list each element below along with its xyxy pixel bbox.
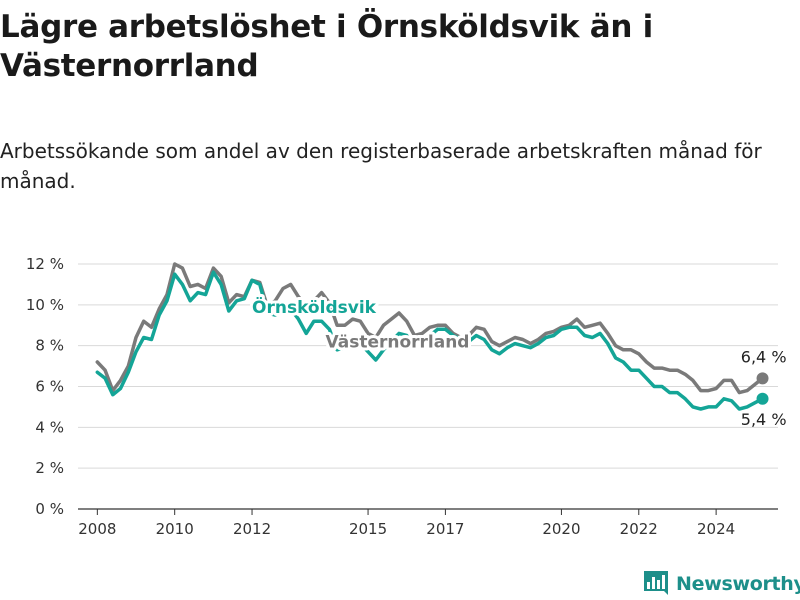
- x-tick-label: 2010: [156, 520, 194, 538]
- x-tick-label: 2015: [349, 520, 387, 538]
- series-layer: [95, 262, 769, 411]
- axis-layer: 0 % 2 % 4 % 6 % 8 % 10 % 12 % 2008 2010 2012 2015 2…: [26, 255, 735, 538]
- series-line-ornskoldsvik: [95, 270, 765, 411]
- end-point-vasternorrland: [756, 372, 769, 385]
- chart-title: Lägre arbetslöshet i Örnsköldsvik än i V…: [0, 9, 653, 84]
- bar-chart-logo-icon: [644, 571, 668, 595]
- x-tick-label: 2024: [697, 520, 735, 538]
- x-tick-label: 2012: [233, 520, 271, 538]
- series-label-vasternorrland: Västernorrland: [326, 333, 470, 353]
- y-tick-label: 0 %: [35, 500, 64, 518]
- x-tick-label: 2008: [78, 520, 116, 538]
- x-tick-label: 2020: [542, 520, 580, 538]
- end-value-label-vasternorrland: 6,4 %: [741, 347, 787, 366]
- y-tick-label: 8 %: [35, 337, 64, 355]
- y-tick-label: 6 %: [35, 378, 64, 396]
- x-tick-label: 2022: [620, 520, 658, 538]
- x-tick-label: 2017: [426, 520, 464, 538]
- y-tick-label: 12 %: [26, 255, 64, 273]
- newsworthy-brand: Newsworthy: [644, 568, 800, 600]
- y-tick-label: 4 %: [35, 418, 64, 436]
- brand-name: Newsworthy: [676, 573, 800, 595]
- series-line-vasternorrland: [95, 262, 765, 395]
- chart-subtitle: Arbetssökande som andel av den registerb…: [0, 139, 762, 193]
- y-tick-label: 10 %: [26, 296, 64, 314]
- series-label-halo-vasternorrland: Västernorrland: [326, 333, 470, 353]
- end-point-ornskoldsvik: [756, 392, 769, 405]
- series-label-ornskoldsvik: Örnsköldsvik: [252, 296, 377, 318]
- y-tick-label: 2 %: [35, 459, 64, 477]
- series-label-halo-ornskoldsvik: Örnsköldsvik: [252, 296, 377, 318]
- end-value-label-ornskoldsvik: 5,4 %: [741, 410, 787, 429]
- grid-layer: [78, 263, 778, 510]
